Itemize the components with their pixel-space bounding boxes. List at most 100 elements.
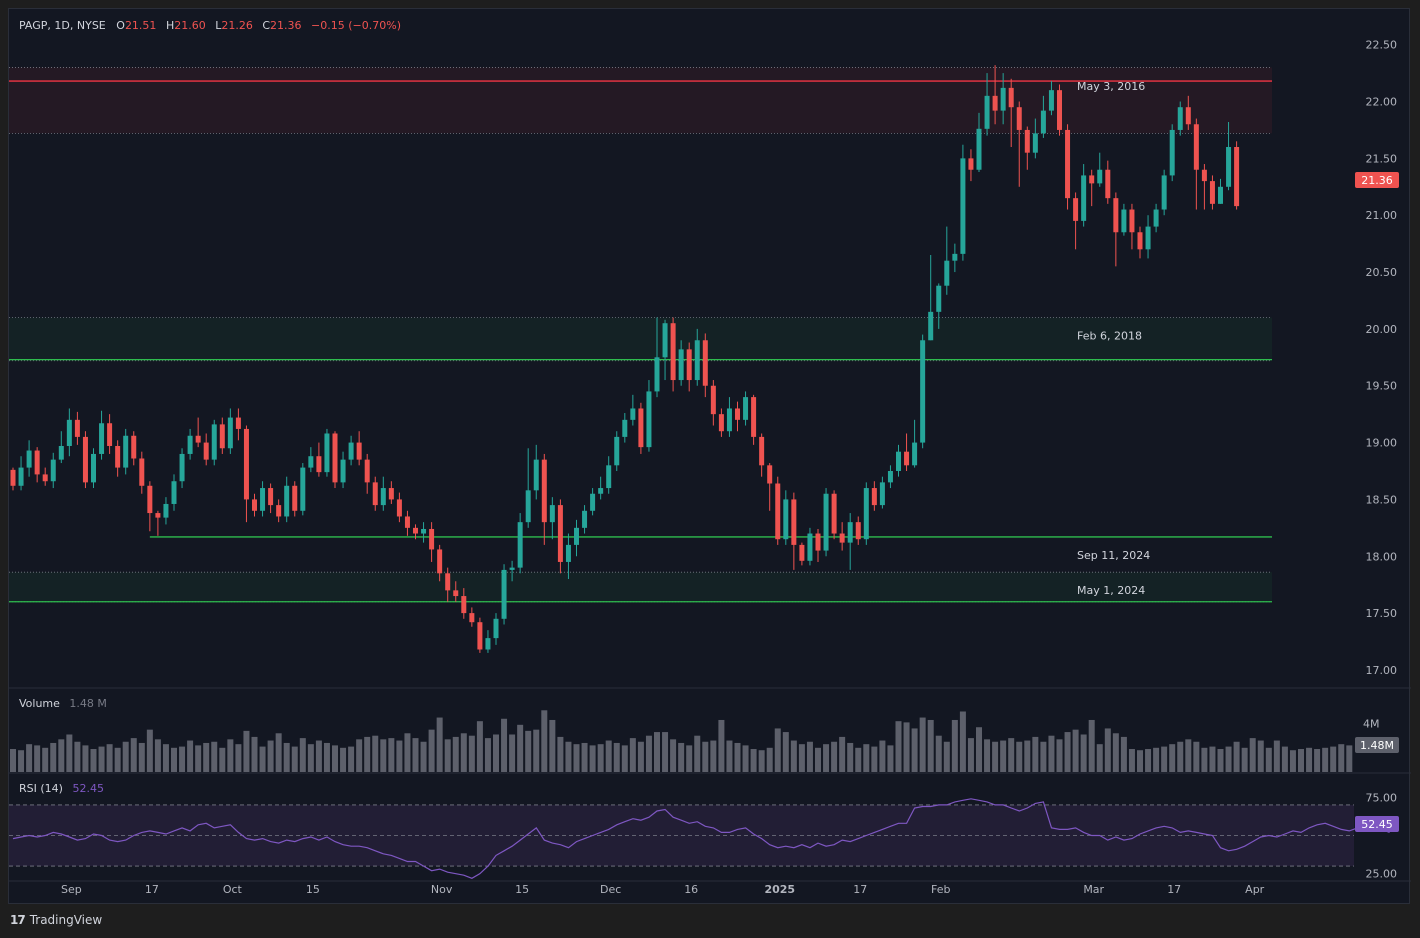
volume-bar [1314,749,1321,772]
candle-body [1057,90,1062,130]
volume-bar [227,739,234,772]
price-tick-label: 20.00 [1366,323,1398,336]
candle-body [227,417,233,449]
volume-bar [1088,719,1095,772]
candle-body [356,442,362,460]
volume-bar [476,721,483,772]
volume-bar [323,742,330,772]
volume-bar [992,741,999,772]
candle-body [268,488,274,506]
rsi-tick-label: 75.00 [1366,791,1398,804]
candle-body [58,445,64,460]
price-tick-label: 17.50 [1366,607,1398,620]
volume-bar [790,740,797,772]
time-tick-label: 17 [853,883,867,896]
volume-tick-label: 4M [1363,718,1380,731]
volume-bar [106,744,113,772]
volume-bar [1096,744,1103,772]
volume-bar [179,746,186,772]
chart-canvas[interactable]: May 3, 2016 Feb 6, 2018 May 1, 2024 Sep 11,… [9,9,1411,905]
candle-body [429,528,435,550]
candle-body [622,419,628,437]
candle-body [243,428,249,500]
volume-bar [82,745,89,772]
volume-bar [1338,744,1345,772]
candle-body [1226,147,1232,187]
volume-bar [154,739,161,772]
volume-bar [90,749,97,772]
candle-body [82,436,88,483]
volume-bar [1024,740,1031,772]
candle-body [992,95,998,111]
candle-body [179,453,185,482]
candle-body [252,499,257,511]
volume-bar [58,739,65,772]
volume-bar [1201,747,1208,772]
volume-bar [525,730,532,772]
volume-bar [823,744,830,772]
close-label: C [262,19,270,32]
volume-bar [146,729,153,772]
candle-body [1137,232,1143,250]
candle-body [1169,129,1175,176]
volume-bar [589,745,596,772]
candle-body [509,567,515,570]
high-value: 21.60 [174,19,206,32]
volume-bar [1177,741,1184,772]
volume-bar [1032,736,1039,772]
candle-body [324,433,330,473]
volume-bar [887,745,894,772]
zone-band [9,572,1272,602]
volume-bar [1120,736,1127,772]
volume-bar [162,744,169,772]
volume-bar [565,741,572,772]
volume-bar [243,730,250,772]
candle-body [517,522,523,568]
volume-bar [493,734,499,772]
rsi-value: 52.45 [72,782,104,795]
candle-body [1234,147,1240,207]
volume-bar [678,742,685,772]
time-tick-label: 17 [1167,883,1181,896]
candle-body [388,488,394,500]
candle-body [928,311,934,341]
candle-body [66,419,72,446]
candle-body [1153,209,1159,227]
rsi-line [12,798,1390,879]
rsi-legend: RSI (14) 52.45 [19,782,104,795]
chart-frame: May 3, 2016 Feb 6, 2018 May 1, 2024 Sep 11,… [8,8,1411,905]
candle-body [284,485,290,517]
volume-bar [259,746,266,772]
volume-bar [364,736,371,772]
volume-bar [1330,746,1337,772]
candle-body [855,522,861,540]
volume-bar [444,739,451,772]
volume-bar [605,740,612,772]
candle-body [332,433,338,483]
candle-body [574,527,579,545]
candle-body [1081,175,1087,221]
brand-name[interactable]: TradingView [29,913,103,927]
volume-bar [404,733,411,772]
volume-bar [686,745,693,772]
candle-body [783,499,789,540]
volume-bar [66,734,73,772]
volume-bar [1298,749,1304,772]
volume-bar [710,740,717,772]
volume-bar [74,741,81,772]
time-tick-label: 15 [515,883,529,896]
volume-bar [114,747,121,772]
candle-body [936,285,942,312]
volume-bar [251,736,258,772]
volume-bar [927,719,934,772]
low-value: 21.26 [221,19,253,32]
volume-bar [195,745,202,772]
candle-body [413,527,418,534]
candle-body [710,385,716,415]
volume-bar [1281,746,1288,772]
time-tick-label: Mar [1083,883,1104,896]
price-tick-label: 19.00 [1366,437,1398,450]
candle-body [107,423,113,446]
candle-body [775,483,781,540]
candle-body [1040,110,1046,134]
